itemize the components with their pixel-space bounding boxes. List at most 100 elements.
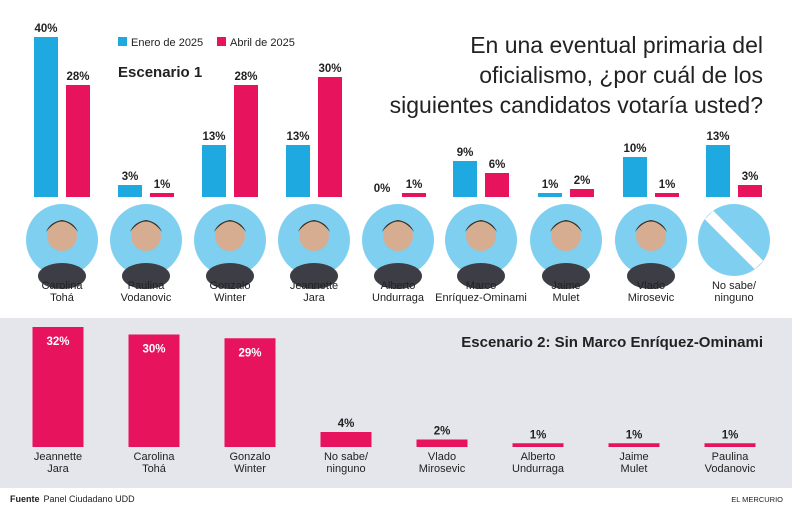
s1-category-label: Jara	[303, 292, 325, 304]
candidate-photo	[26, 204, 98, 289]
s2-bar	[128, 334, 180, 447]
s1-bar	[234, 85, 258, 197]
candidate-photo	[530, 204, 602, 289]
s1-bar	[286, 145, 310, 197]
s1-value-label: 1%	[542, 179, 559, 191]
s1-bar	[34, 37, 58, 197]
footer-publisher: EL MERCURIO	[731, 495, 783, 504]
s1-category-label: Carolina	[42, 280, 84, 292]
s1-value-label: 2%	[574, 175, 591, 187]
s1-bar	[538, 193, 562, 197]
s1-bar	[318, 77, 342, 197]
s1-category-label: Tohá	[50, 292, 75, 304]
s2-category-label: Vlado	[428, 451, 456, 463]
s1-category-label: Enríquez-Ominami	[435, 292, 527, 304]
candidate-photo	[698, 204, 770, 276]
s2-bar	[608, 443, 660, 447]
s1-value-label: 13%	[202, 131, 225, 143]
s2-bar	[512, 443, 564, 447]
s1-category-label: Paulina	[128, 280, 166, 292]
footer-source-text: Panel Ciudadano UDD	[44, 494, 136, 504]
s2-value-label: 32%	[46, 336, 69, 348]
s1-value-label: 1%	[659, 179, 676, 191]
s2-category-label: Jara	[47, 463, 69, 475]
candidate-photo	[278, 204, 350, 289]
candidate-photo	[362, 204, 434, 289]
s2-value-label: 1%	[530, 429, 547, 441]
s2-value-label: 4%	[338, 418, 355, 430]
scenario-2-title: Escenario 2: Sin Marco Enríquez-Ominami	[461, 334, 763, 351]
s2-category-label: Tohá	[142, 463, 167, 475]
main-title: En una eventual primaria del oficialismo…	[390, 32, 763, 118]
s1-category-label: Vlado	[637, 280, 665, 292]
s2-category-label: Mirosevic	[419, 463, 466, 475]
s1-value-label: 28%	[234, 71, 257, 83]
s1-value-label: 3%	[742, 171, 759, 183]
s1-bar	[402, 193, 426, 197]
s2-value-label: 1%	[722, 429, 739, 441]
s1-category-label: Alberto	[381, 280, 416, 292]
s2-category-label: Alberto	[521, 451, 556, 463]
s1-value-label: 13%	[286, 131, 309, 143]
s2-category-label: Undurraga	[512, 463, 565, 475]
s2-bar	[320, 432, 372, 447]
candidate-photo	[110, 204, 182, 289]
s1-value-label: 28%	[66, 71, 89, 83]
s1-bar	[570, 189, 594, 197]
s2-category-label: Jeannette	[34, 451, 82, 463]
s1-bar	[738, 185, 762, 197]
s1-value-label: 6%	[489, 159, 506, 171]
s1-value-label: 13%	[706, 131, 729, 143]
s1-value-label: 40%	[34, 23, 57, 35]
s1-category-label: Gonzalo	[210, 280, 251, 292]
s1-category-label: Vodanovic	[121, 292, 172, 304]
s1-bar	[706, 145, 730, 197]
title-line-1: En una eventual primaria del	[470, 32, 763, 58]
s2-value-label: 29%	[238, 347, 261, 359]
s1-value-label: 9%	[457, 147, 474, 159]
legend: Enero de 2025 Abril de 2025	[118, 37, 295, 49]
legend-swatch-enero	[118, 37, 127, 46]
s1-value-label: 3%	[122, 171, 139, 183]
s1-category-label: Jaime	[551, 280, 580, 292]
s2-value-label: 2%	[434, 426, 451, 438]
title-line-3: siguientes candidatos votaría usted?	[390, 92, 763, 118]
s1-category-label: Undurraga	[372, 292, 425, 304]
s2-category-label: Paulina	[712, 451, 750, 463]
s1-bar	[623, 157, 647, 197]
s2-category-label: Winter	[234, 463, 266, 475]
s1-bar	[655, 193, 679, 197]
footer: Fuente Panel Ciudadano UDD EL MERCURIO	[10, 494, 783, 504]
s1-bar	[453, 161, 477, 197]
s1-category-label: No sabe/	[712, 280, 757, 292]
s1-value-label: 1%	[406, 179, 423, 191]
s1-category-label: Marco	[466, 280, 497, 292]
s2-bar	[32, 327, 84, 447]
s2-bar	[416, 439, 468, 447]
s1-value-label: 1%	[154, 179, 171, 191]
candidate-photo	[445, 204, 517, 289]
s2-value-label: 1%	[626, 429, 643, 441]
s1-value-label: 0%	[374, 183, 391, 195]
s2-category-label: Gonzalo	[230, 451, 271, 463]
title-line-2: oficialismo, ¿por cuál de los	[479, 62, 763, 88]
s1-bar	[202, 145, 226, 197]
s1-category-label: ninguno	[714, 292, 753, 304]
s1-bar	[66, 85, 90, 197]
s1-category-label: Jeannette	[290, 280, 338, 292]
s1-bar	[118, 185, 142, 197]
s2-category-label: Jaime	[619, 451, 648, 463]
s2-category-label: Mulet	[621, 463, 648, 475]
s2-category-label: Carolina	[134, 451, 176, 463]
s1-bar	[485, 173, 509, 197]
footer-source-label: Fuente	[10, 494, 40, 504]
candidate-photo	[194, 204, 266, 289]
s2-value-label: 30%	[142, 344, 165, 356]
legend-label-abril: Abril de 2025	[230, 37, 295, 49]
s2-category-label: ninguno	[326, 463, 365, 475]
s2-bar	[224, 338, 276, 447]
s2-category-label: No sabe/	[324, 451, 369, 463]
